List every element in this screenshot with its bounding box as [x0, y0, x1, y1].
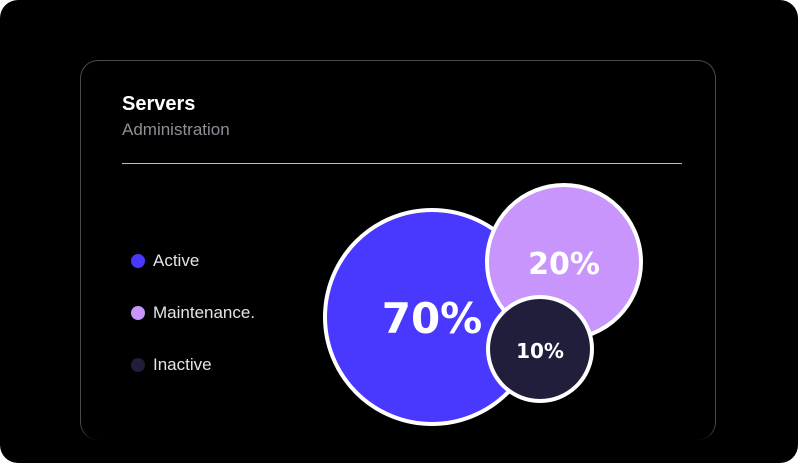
legend-dot-active: [131, 254, 145, 268]
legend-dot-inactive: [131, 358, 145, 372]
card-subtitle: Administration: [122, 120, 230, 139]
legend-item-maintenance: Maintenance.: [131, 302, 255, 324]
bubble-label-inactive: 10%: [516, 339, 564, 363]
legend-item-active: Active: [131, 250, 199, 272]
card-title: Servers: [122, 93, 196, 115]
header-divider: [122, 163, 682, 164]
legend-label-inactive: Inactive: [153, 355, 212, 374]
legend-label-maintenance: Maintenance.: [153, 303, 256, 322]
bubble-inactive: [486, 295, 594, 403]
legend-item-inactive: Inactive: [131, 354, 212, 376]
legend-label-active: Active: [153, 251, 200, 270]
legend-dot-maintenance: [131, 306, 145, 320]
bubble-label-maintenance: 20%: [528, 247, 600, 282]
bubble-label-active: 70%: [382, 294, 483, 343]
